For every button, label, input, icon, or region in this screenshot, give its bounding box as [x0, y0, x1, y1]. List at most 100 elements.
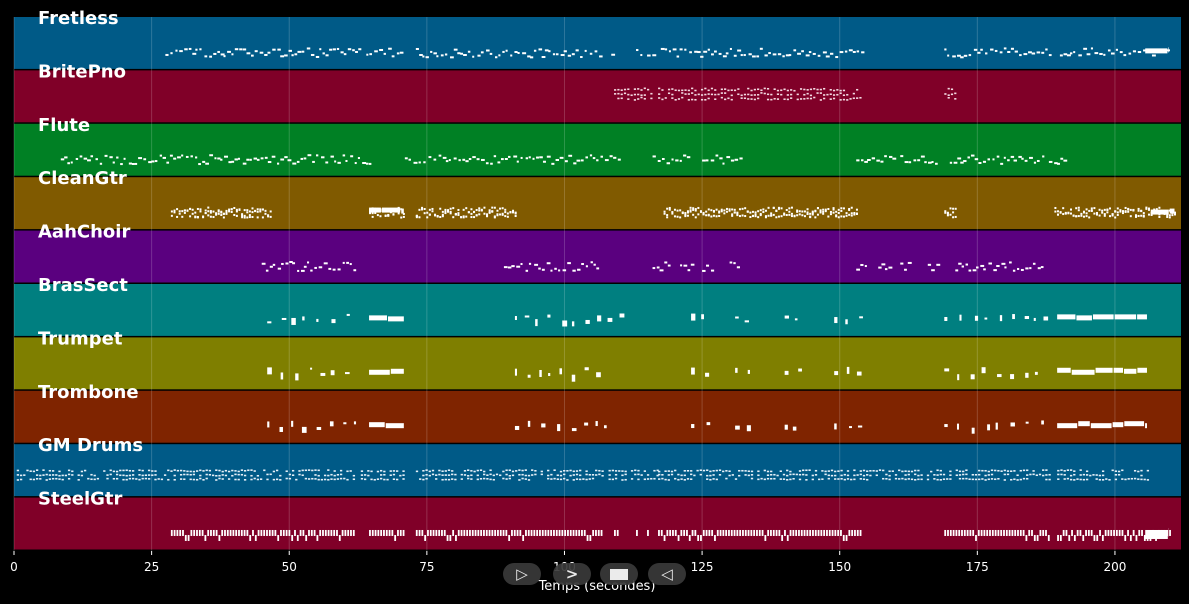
- note: [179, 478, 183, 480]
- note: [1024, 159, 1028, 162]
- note: [316, 318, 319, 322]
- note: [689, 51, 692, 54]
- note: [51, 474, 55, 476]
- note: [1142, 212, 1145, 215]
- note: [35, 474, 39, 476]
- note: [679, 159, 682, 162]
- note: [366, 53, 369, 56]
- tick-label: 50: [282, 560, 297, 574]
- note: [953, 161, 958, 164]
- note: [936, 474, 939, 476]
- note: [256, 478, 260, 481]
- note: [194, 211, 197, 214]
- note: [425, 56, 429, 59]
- note: [430, 50, 433, 53]
- note: [736, 529, 739, 536]
- note: [766, 93, 770, 96]
- play-button[interactable]: ▷: [503, 563, 541, 585]
- tick-label: 125: [691, 560, 714, 574]
- note: [1019, 529, 1022, 536]
- note: [589, 52, 593, 55]
- note: [864, 160, 868, 163]
- note: [397, 529, 399, 536]
- note: [119, 469, 122, 472]
- note: [777, 215, 780, 218]
- note: [447, 474, 451, 476]
- note: [288, 49, 292, 52]
- note: [681, 92, 684, 94]
- note: [971, 473, 974, 476]
- note: [730, 98, 733, 101]
- notes-britepno: [614, 87, 957, 101]
- note: [1077, 215, 1080, 218]
- note: [267, 215, 270, 218]
- note: [285, 477, 288, 480]
- note: [418, 208, 421, 211]
- note: [680, 478, 683, 480]
- note: [900, 155, 904, 158]
- note: [995, 422, 998, 430]
- note: [965, 263, 969, 266]
- note: [958, 529, 961, 536]
- note: [480, 209, 483, 212]
- note: [539, 529, 541, 536]
- forward-button[interactable]: >: [553, 563, 591, 585]
- note: [514, 425, 520, 430]
- note: [1017, 529, 1019, 536]
- note: [720, 208, 723, 211]
- note: [790, 93, 793, 96]
- note: [842, 98, 846, 101]
- note: [944, 210, 947, 213]
- note: [750, 470, 754, 473]
- note: [285, 529, 288, 536]
- note: [170, 210, 173, 213]
- note: [837, 216, 840, 219]
- note: [683, 529, 686, 536]
- note: [679, 216, 682, 219]
- note: [794, 318, 798, 321]
- note: [984, 317, 988, 320]
- note: [19, 478, 23, 481]
- note: [747, 93, 750, 96]
- note: [619, 313, 625, 318]
- note: [689, 206, 692, 209]
- note: [757, 474, 760, 477]
- note: [970, 154, 975, 157]
- note: [400, 208, 403, 211]
- note: [782, 473, 786, 476]
- note: [131, 470, 135, 472]
- note: [470, 470, 473, 472]
- note: [967, 156, 970, 159]
- note: [263, 469, 266, 472]
- note: [1054, 210, 1057, 213]
- note: [734, 158, 739, 161]
- note: [783, 98, 786, 101]
- note: [737, 88, 740, 90]
- note: [585, 265, 588, 268]
- note: [147, 478, 151, 480]
- note: [475, 209, 478, 212]
- note: [1099, 529, 1101, 536]
- sustain-note: [369, 369, 390, 375]
- note: [690, 470, 693, 472]
- note: [947, 54, 950, 57]
- note: [538, 48, 543, 51]
- note: [1134, 215, 1137, 218]
- note: [217, 212, 220, 215]
- note: [1101, 209, 1104, 212]
- note: [766, 470, 770, 473]
- note: [963, 160, 967, 163]
- note: [650, 92, 653, 95]
- note: [588, 473, 591, 476]
- note: [271, 155, 276, 158]
- note: [920, 474, 923, 476]
- note: [680, 264, 683, 267]
- note: [856, 88, 859, 91]
- sustain-note: [1137, 314, 1147, 320]
- play-icon: ▷: [516, 565, 528, 583]
- note: [575, 473, 579, 476]
- note: [327, 478, 330, 481]
- stop-button[interactable]: [600, 563, 638, 585]
- back-button[interactable]: ◁: [648, 563, 686, 585]
- notes-brassect: [267, 313, 1147, 327]
